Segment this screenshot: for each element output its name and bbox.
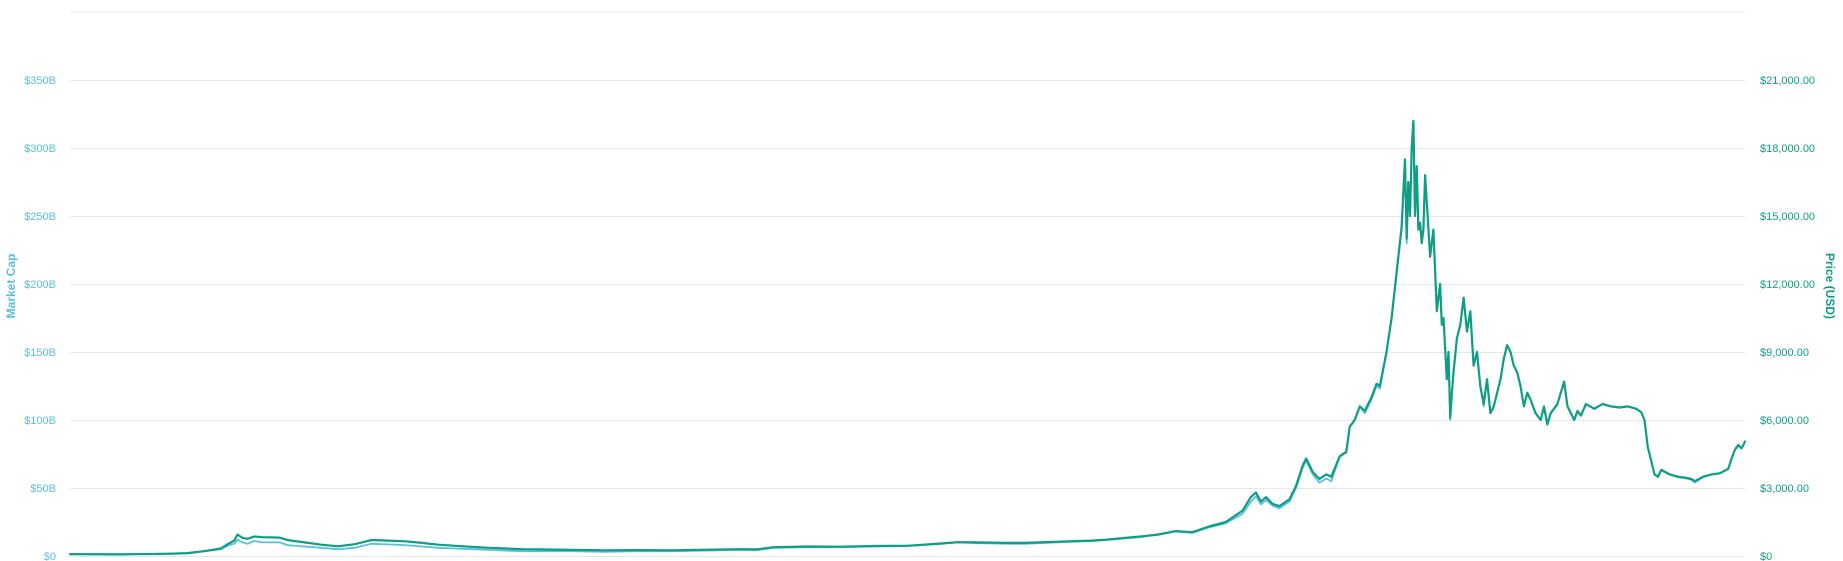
series-lines — [68, 119, 1747, 556]
price-line — [68, 119, 1747, 556]
right-axis-title: Price (USD) — [1823, 253, 1837, 319]
right-tick-label: $3,000.00 — [1760, 483, 1809, 495]
left-tick-label: $0 — [44, 551, 56, 561]
right-tick-label: $12,000.00 — [1760, 279, 1815, 291]
right-tick-label: $21,000.00 — [1760, 75, 1815, 87]
left-axis-ticks: $0 $50B $100B $150B $200B $250B $300B $350B — [24, 75, 56, 561]
left-tick-label: $100B — [24, 415, 56, 427]
right-tick-label: $18,000.00 — [1760, 143, 1815, 155]
left-tick-label: $350B — [24, 75, 56, 87]
right-tick-label: $6,000.00 — [1760, 415, 1809, 427]
left-tick-label: $250B — [24, 211, 56, 223]
market_cap-line — [69, 119, 1746, 556]
right-tick-label: $9,000.00 — [1760, 347, 1809, 359]
right-tick-label: $0 — [1760, 551, 1772, 561]
left-tick-label: $300B — [24, 143, 56, 155]
left-tick-label: $200B — [24, 279, 56, 291]
right-tick-label: $15,000.00 — [1760, 211, 1815, 223]
grid-lines — [70, 11, 1745, 557]
left-tick-label: $50B — [30, 483, 56, 495]
right-axis-ticks: $0 $3,000.00 $6,000.00 $9,000.00 $12,000.00 $… — [1760, 75, 1815, 561]
left-axis-title: Market Cap — [4, 254, 18, 319]
left-tick-label: $150B — [24, 347, 56, 359]
